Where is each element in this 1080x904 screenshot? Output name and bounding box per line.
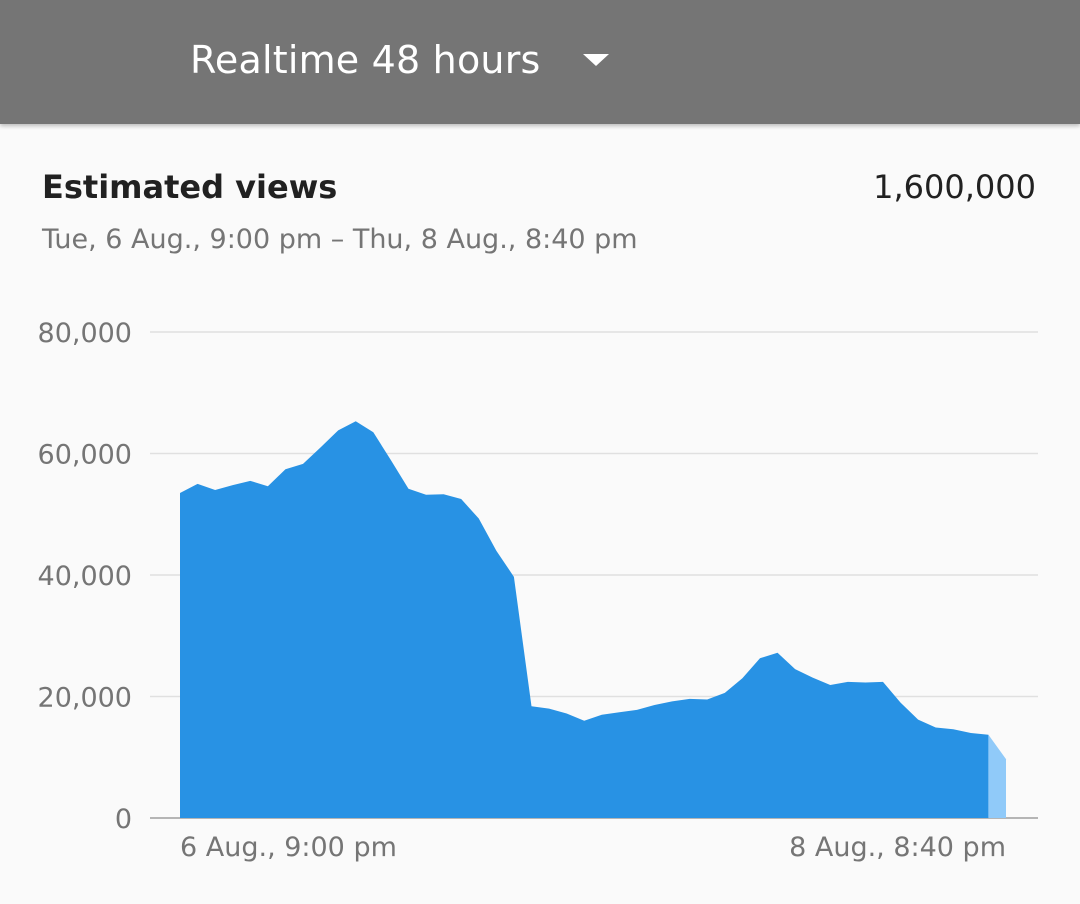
y-tick-label: 20,000 [38, 683, 132, 714]
chevron-down-icon[interactable] [582, 54, 609, 66]
y-tick-label: 0 [115, 804, 132, 835]
x-tick-label: 8 Aug., 8:40 pm [789, 832, 1006, 863]
analytics-card: Estimated views 1,600,000 Tue, 6 Aug., 9… [0, 124, 1080, 904]
y-tick-label: 80,000 [38, 318, 132, 349]
y-tick-label: 40,000 [38, 561, 132, 592]
views-area-partial [988, 734, 1006, 818]
views-area [180, 421, 989, 818]
metric-total: 1,600,000 [873, 168, 1036, 206]
metric-title: Estimated views [42, 168, 338, 206]
app-header: Realtime 48 hours [0, 0, 1080, 124]
range-label: Realtime 48 hours [190, 38, 541, 82]
date-range: Tue, 6 Aug., 9:00 pm – Thu, 8 Aug., 8:40… [42, 224, 638, 255]
x-tick-label: 6 Aug., 9:00 pm [180, 832, 397, 863]
range-dropdown[interactable]: Realtime 48 hours [190, 30, 609, 90]
y-tick-label: 60,000 [38, 440, 132, 471]
